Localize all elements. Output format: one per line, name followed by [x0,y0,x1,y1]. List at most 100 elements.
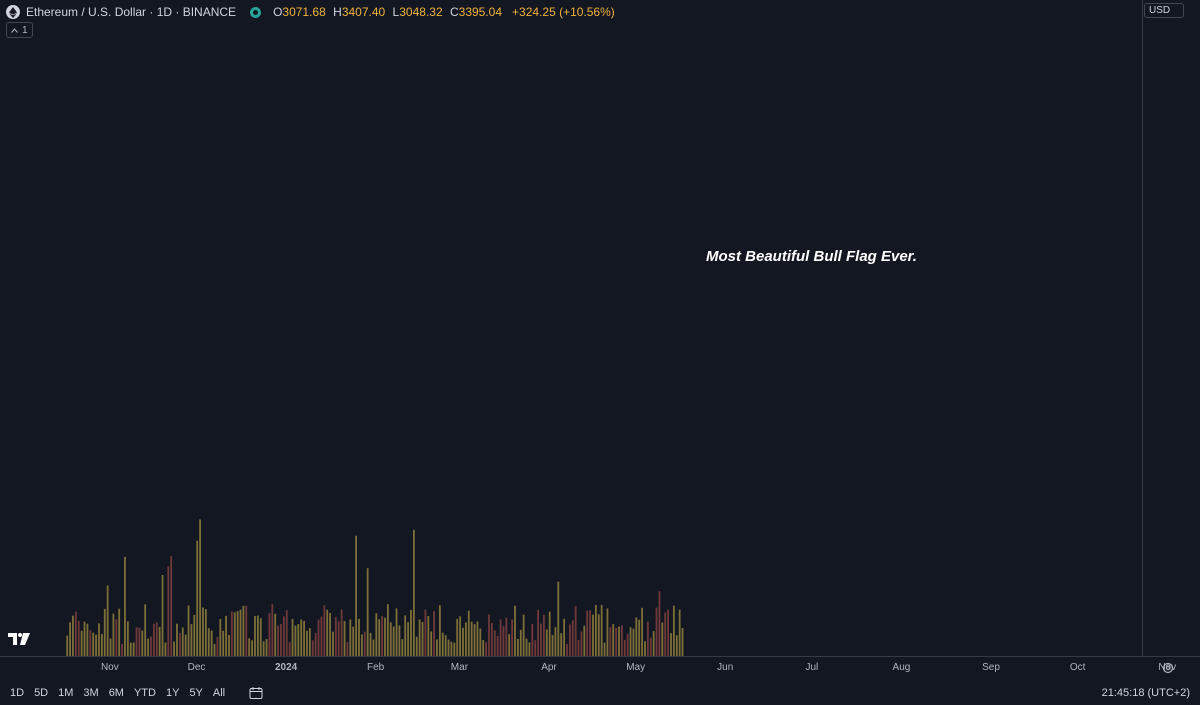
volume-bar [386,604,389,656]
volume-bar [453,642,456,656]
volume-bar [493,630,496,656]
range-button-all[interactable]: All [212,686,226,699]
volume-bar [649,637,652,656]
volume-bar [219,618,222,656]
chart-annotation: Most Beautiful Bull Flag Ever. [706,248,917,265]
volume-bar [597,614,600,656]
volume-bar [583,625,586,656]
volume-bar [609,627,612,656]
time-tick-label: Sep [982,662,1000,673]
volume-bar [644,641,646,656]
volume-bar [534,640,537,656]
volume-bar [245,605,248,656]
volume-bar [306,630,308,656]
volume-bar [340,609,343,656]
volume-bar [72,615,74,656]
volume-bar [389,622,392,656]
volume-bar [430,631,433,656]
volume-bar [661,622,664,656]
volume-bar [626,633,629,656]
volume-bar [542,614,545,656]
volume-bar [265,638,268,656]
volume-bar [95,634,97,656]
range-button-6m[interactable]: 6M [108,686,124,699]
change-value: +324.25 (+10.56%) [512,5,615,19]
volume-bar [141,630,144,656]
range-button-1d[interactable]: 1D [10,686,25,699]
volume-bar [537,609,539,656]
volume-bar [433,611,435,656]
volume-bar [83,621,86,656]
volume-bar [424,609,427,656]
volume-bar [222,630,225,656]
volume-bar [618,626,620,656]
clock-readout[interactable]: 21:45:18 (UTC+2) [1101,686,1190,699]
volume-bar [66,635,69,656]
volume-bar [77,620,80,656]
volume-bar [545,629,548,656]
volume-bar [360,634,363,656]
volume-bar [511,619,513,656]
volume-bar [164,642,167,656]
time-tick-label: 2024 [275,662,298,673]
eye-icon[interactable] [250,6,262,18]
volume-bar [655,607,658,656]
range-button-5d[interactable]: 5D [34,686,49,699]
volume-bar [158,626,161,656]
volume-bar [210,630,213,656]
price-axis[interactable] [1142,0,1200,656]
time-tick-label: Feb [367,662,385,673]
volume-bar [528,642,531,656]
volume-bar [239,609,242,656]
time-tick-label: Nov [101,662,119,673]
volume-bar [363,631,366,656]
volume-bar [447,639,450,656]
volume-bar [392,626,395,656]
range-button-1m[interactable]: 1M [58,686,74,699]
volume-bar [256,615,259,656]
volume-bar [592,614,594,656]
volume-bar [138,627,141,656]
volume-bar [670,633,672,656]
volume-bar [323,605,326,656]
calendar-icon[interactable] [249,686,263,700]
legend-collapse-button[interactable]: 1 [6,22,33,38]
symbol-title[interactable]: Ethereum / U.S. Dollar · 1D · BINANCE [26,5,237,19]
volume-bar [664,612,667,656]
volume-bar [444,635,447,656]
volume-bar [384,617,386,656]
volume-bar [398,625,401,656]
volume-bar [92,632,95,656]
range-button-3m[interactable]: 3M [83,686,99,699]
volume-bar [635,617,638,656]
volume-bar [181,627,184,656]
volume-bar [259,618,262,656]
volume-bar [563,618,565,656]
volume-bar [228,635,230,656]
range-button-5y[interactable]: 5Y [189,686,203,699]
volume-bar [80,630,83,656]
volume-bar [375,613,378,656]
gear-icon[interactable] [1160,660,1176,676]
volume-bar [268,613,271,656]
volume-bar [418,619,421,656]
volume-bar [135,627,138,656]
volume-bar [314,633,317,656]
volume-bar [178,633,181,656]
volume-bar [216,637,219,656]
volume-bar [652,631,655,656]
volume-bar [155,622,158,656]
tradingview-logo[interactable] [8,633,30,648]
volume-bar [577,640,580,656]
currency-selector[interactable]: USD [1144,3,1184,18]
volume-bar [103,608,106,656]
volume-bar [118,608,121,656]
range-button-ytd[interactable]: YTD [133,686,156,699]
volume-bar [456,618,459,656]
time-tick-label: May [626,662,645,673]
volume-bar [147,638,149,656]
range-button-1y[interactable]: 1Y [165,686,180,699]
volume-bar [291,618,294,656]
volume-bar [589,610,591,656]
